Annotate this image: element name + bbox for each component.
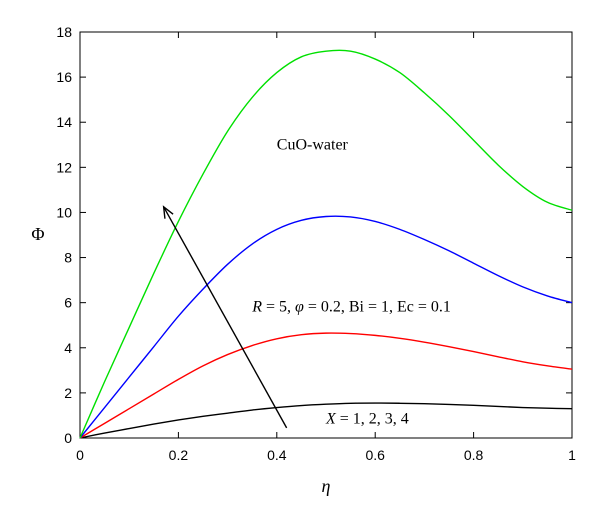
y-tick-label: 10 xyxy=(56,204,72,220)
y-tick-label: 16 xyxy=(56,69,72,85)
y-tick-label: 2 xyxy=(64,385,72,401)
param-rest: = 0.2, Bi = 1, Ec = 0.1 xyxy=(304,299,451,316)
arrow xyxy=(162,205,288,429)
y-tick-label: 18 xyxy=(56,24,72,40)
annotation-parameters: R = 5, φ = 0.2, Bi = 1, Ec = 0.1 xyxy=(251,299,451,316)
arrow-shaft xyxy=(163,206,288,429)
y-tick-label: 4 xyxy=(64,340,72,356)
x-tick-label: 0.2 xyxy=(169,447,189,463)
series-line-4 xyxy=(79,49,573,439)
param-x: X xyxy=(325,410,337,427)
annotation-x-values: X = 1, 2, 3, 4 xyxy=(325,410,409,427)
x-tick-label: 1 xyxy=(568,447,576,463)
plot-frame xyxy=(79,31,573,439)
y-tick-label: 14 xyxy=(56,114,72,130)
param-r-value: = 5, xyxy=(262,299,295,316)
y-tick-label: 0 xyxy=(64,430,72,446)
series-line-2 xyxy=(79,332,573,439)
x-axis-label: η xyxy=(322,476,331,496)
annotation-cuo-water: CuO-water xyxy=(277,136,349,153)
series-lines xyxy=(79,49,573,439)
x-tick-label: 0 xyxy=(76,447,84,463)
x-tick-label: 0.8 xyxy=(464,447,484,463)
x-tick-label: 0.6 xyxy=(365,447,385,463)
series-line-3 xyxy=(79,215,573,439)
param-x-values: = 1, 2, 3, 4 xyxy=(336,410,409,427)
x-tick-label: 0.4 xyxy=(267,447,287,463)
param-phi: φ xyxy=(295,299,304,316)
series-line-1 xyxy=(79,402,573,439)
y-axis-label: Φ xyxy=(31,224,44,244)
y-tick-label: 6 xyxy=(64,295,72,311)
param-r: R xyxy=(251,299,262,316)
arrow-head xyxy=(162,205,174,219)
y-tick-label: 12 xyxy=(56,159,72,175)
y-tick-label: 8 xyxy=(64,250,72,266)
